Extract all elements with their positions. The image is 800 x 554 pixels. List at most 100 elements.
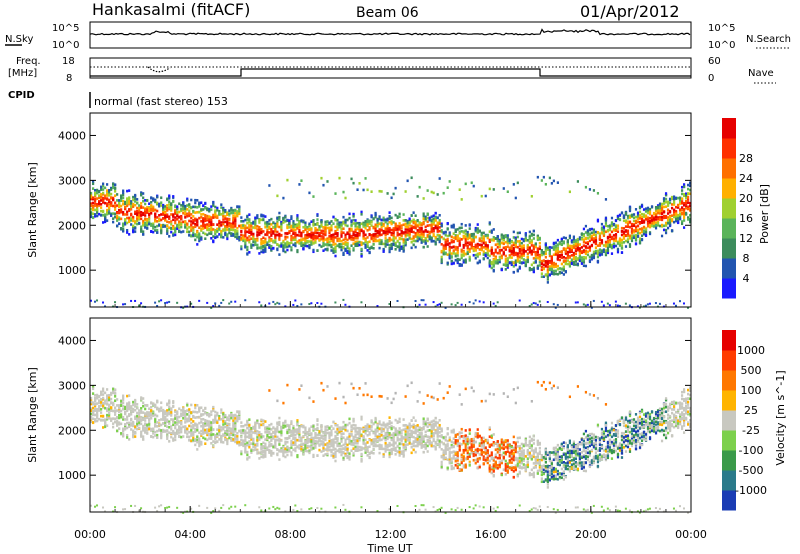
power-cell bbox=[636, 305, 639, 308]
y-tick-label: 1000 bbox=[58, 264, 86, 277]
power-cell bbox=[116, 204, 119, 207]
power-cell bbox=[516, 269, 519, 273]
power-cell bbox=[682, 226, 686, 229]
power-cell bbox=[388, 302, 391, 305]
power-cell bbox=[304, 235, 307, 239]
power-cell bbox=[120, 208, 123, 211]
power-cell bbox=[232, 218, 235, 222]
power-cell bbox=[136, 201, 139, 205]
power-cell bbox=[254, 240, 257, 244]
power-cell bbox=[444, 241, 447, 244]
velocity-cell bbox=[102, 390, 105, 393]
power-cell bbox=[572, 262, 576, 266]
velocity-cell bbox=[126, 407, 129, 410]
power-cell bbox=[672, 302, 675, 305]
power-cell bbox=[526, 260, 529, 264]
power-cell bbox=[664, 221, 668, 225]
velocity-cell bbox=[96, 419, 99, 423]
power-cell bbox=[674, 205, 678, 209]
power-cell bbox=[546, 260, 549, 264]
power-cell bbox=[488, 265, 491, 268]
power-cell bbox=[548, 246, 551, 249]
velocity-cell bbox=[96, 413, 99, 417]
colorbar-swatch bbox=[722, 198, 736, 219]
power-cell bbox=[212, 201, 215, 204]
power-cell bbox=[492, 261, 495, 265]
power-cell bbox=[640, 234, 644, 238]
power-cell bbox=[686, 183, 690, 187]
power-cell bbox=[184, 205, 187, 209]
power-cell bbox=[544, 255, 547, 259]
power-cell bbox=[234, 215, 237, 218]
velocity-cell bbox=[96, 409, 99, 413]
velocity-cell bbox=[124, 427, 127, 430]
power-cell bbox=[288, 242, 291, 245]
power-cell bbox=[96, 208, 99, 212]
power-cell bbox=[582, 240, 586, 244]
power-cell bbox=[404, 243, 407, 247]
power-cell bbox=[374, 239, 377, 243]
power-cell bbox=[326, 247, 329, 251]
power-cell bbox=[166, 206, 169, 210]
power-cell bbox=[382, 216, 385, 220]
power-cell bbox=[138, 218, 141, 221]
power-cell bbox=[640, 220, 644, 224]
power-cell bbox=[550, 264, 553, 268]
power-cell bbox=[388, 226, 391, 230]
power-cell bbox=[260, 218, 263, 222]
velocity-cell bbox=[90, 396, 93, 400]
power-cell bbox=[278, 253, 281, 256]
power-cell bbox=[536, 238, 539, 241]
power-cell bbox=[236, 232, 239, 236]
power-cell bbox=[676, 221, 680, 224]
power-cell bbox=[204, 213, 207, 217]
power-cell bbox=[458, 226, 461, 230]
power-cell bbox=[272, 230, 275, 234]
power-cell bbox=[218, 219, 221, 223]
power-cell bbox=[568, 234, 571, 238]
power-cell bbox=[460, 222, 463, 226]
power-cell bbox=[174, 230, 177, 234]
velocity-cell bbox=[140, 411, 143, 414]
power-cell bbox=[688, 207, 692, 211]
power-cell bbox=[134, 299, 137, 302]
power-cell bbox=[624, 220, 628, 224]
power-cell bbox=[616, 248, 620, 252]
power-colorbar-label: Power [dB] bbox=[758, 184, 771, 244]
power-cell bbox=[258, 226, 261, 229]
power-cell bbox=[622, 237, 626, 240]
power-cell bbox=[150, 211, 153, 215]
power-cell bbox=[296, 249, 299, 252]
power-cell bbox=[492, 239, 495, 242]
power-cell bbox=[464, 258, 467, 262]
power-cell bbox=[308, 222, 311, 226]
power-cell bbox=[298, 239, 301, 242]
velocity-cell bbox=[108, 411, 111, 415]
power-cell bbox=[588, 188, 592, 191]
power-cell bbox=[680, 201, 684, 205]
power-cell bbox=[622, 214, 626, 217]
power-cell bbox=[474, 248, 477, 252]
power-cell bbox=[376, 230, 379, 234]
power-cell bbox=[414, 239, 417, 243]
power-cell bbox=[344, 233, 347, 237]
power-cell bbox=[492, 188, 495, 191]
power-cell bbox=[130, 217, 133, 220]
power-cell bbox=[606, 302, 609, 305]
power-cell bbox=[334, 245, 337, 249]
power-cell bbox=[576, 180, 580, 183]
power-cell bbox=[98, 201, 101, 205]
power-cell bbox=[218, 227, 221, 231]
power-cell bbox=[504, 261, 507, 265]
power-cell bbox=[130, 207, 133, 211]
velocity-cell bbox=[136, 414, 139, 418]
power-cell bbox=[318, 232, 321, 235]
power-cell bbox=[330, 220, 333, 223]
power-cell bbox=[304, 242, 307, 245]
power-cell bbox=[366, 243, 369, 246]
power-cell bbox=[146, 199, 149, 202]
power-cell bbox=[536, 248, 539, 252]
power-cell bbox=[278, 225, 281, 229]
power-cell bbox=[666, 212, 670, 215]
power-cell bbox=[92, 180, 95, 184]
